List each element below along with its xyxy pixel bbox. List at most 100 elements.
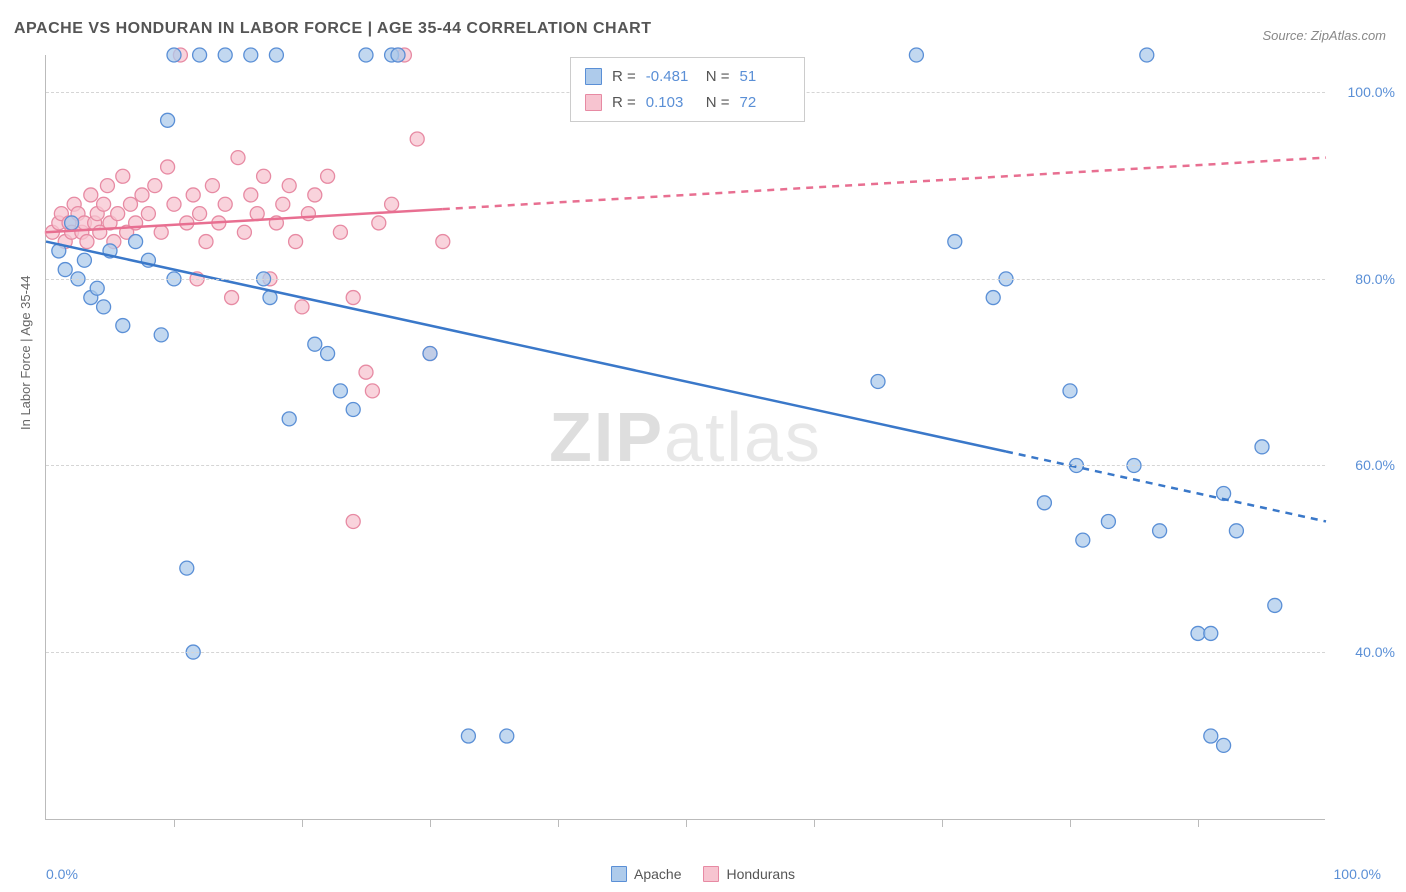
data-point (167, 48, 181, 62)
data-point (111, 207, 125, 221)
x-tick (814, 819, 815, 827)
y-tick-label: 60.0% (1355, 457, 1395, 473)
stats-n-label: N = (706, 90, 730, 116)
gridline-h (46, 652, 1325, 653)
data-point (100, 179, 114, 193)
data-point (199, 235, 213, 249)
data-point (161, 160, 175, 174)
data-point (141, 207, 155, 221)
data-point (1101, 514, 1115, 528)
stats-n-label: N = (706, 64, 730, 90)
x-axis-min-label: 0.0% (46, 866, 78, 882)
data-point (65, 216, 79, 230)
data-point (1037, 496, 1051, 510)
data-point (116, 169, 130, 183)
data-point (1229, 524, 1243, 538)
x-tick (686, 819, 687, 827)
scatter-svg (46, 55, 1325, 819)
data-point (333, 225, 347, 239)
data-point (461, 729, 475, 743)
data-point (154, 328, 168, 342)
x-tick (942, 819, 943, 827)
data-point (391, 48, 405, 62)
data-point (282, 412, 296, 426)
stats-n-value: 72 (740, 90, 790, 116)
data-point (154, 225, 168, 239)
stats-swatch (585, 68, 602, 85)
data-point (193, 48, 207, 62)
data-point (346, 514, 360, 528)
data-point (289, 235, 303, 249)
stats-r-value: 0.103 (646, 90, 696, 116)
data-point (1191, 626, 1205, 640)
data-point (282, 179, 296, 193)
data-point (436, 235, 450, 249)
correlation-stats-box: R =-0.481N =51R =0.103N =72 (570, 57, 805, 122)
data-point (129, 235, 143, 249)
data-point (1268, 598, 1282, 612)
data-point (321, 169, 335, 183)
data-point (90, 281, 104, 295)
data-point (167, 197, 181, 211)
y-axis-label: In Labor Force | Age 35-44 (18, 276, 33, 430)
data-point (909, 48, 923, 62)
data-point (359, 365, 373, 379)
x-tick (174, 819, 175, 827)
x-tick (1198, 819, 1199, 827)
stats-swatch (585, 94, 602, 111)
data-point (423, 347, 437, 361)
y-tick-label: 100.0% (1348, 84, 1395, 100)
data-point (1140, 48, 1154, 62)
data-point (269, 48, 283, 62)
data-point (161, 113, 175, 127)
x-axis-max-label: 100.0% (1334, 866, 1381, 882)
data-point (276, 197, 290, 211)
data-point (225, 291, 239, 305)
legend-label: Apache (634, 866, 681, 882)
data-point (1255, 440, 1269, 454)
source-attribution: Source: ZipAtlas.com (1262, 28, 1386, 43)
data-point (135, 188, 149, 202)
data-point (244, 48, 258, 62)
data-point (257, 169, 271, 183)
data-point (372, 216, 386, 230)
legend-swatch (611, 866, 627, 882)
stats-row: R =-0.481N =51 (585, 64, 790, 90)
x-tick (302, 819, 303, 827)
data-point (186, 188, 200, 202)
data-point (986, 291, 1000, 305)
data-point (218, 48, 232, 62)
x-tick (430, 819, 431, 827)
data-point (84, 188, 98, 202)
data-point (346, 291, 360, 305)
data-point (295, 300, 309, 314)
chart-title: APACHE VS HONDURAN IN LABOR FORCE | AGE … (14, 20, 652, 38)
data-point (301, 207, 315, 221)
data-point (205, 179, 219, 193)
data-point (244, 188, 258, 202)
data-point (193, 207, 207, 221)
legend-item: Hondurans (703, 866, 795, 882)
stats-row: R =0.103N =72 (585, 90, 790, 116)
data-point (77, 253, 91, 267)
data-point (1076, 533, 1090, 547)
data-point (231, 151, 245, 165)
data-point (218, 197, 232, 211)
data-point (871, 375, 885, 389)
data-point (80, 235, 94, 249)
legend-swatch (703, 866, 719, 882)
legend-label: Hondurans (726, 866, 795, 882)
data-point (180, 561, 194, 575)
data-point (365, 384, 379, 398)
x-tick (1070, 819, 1071, 827)
data-point (237, 225, 251, 239)
gridline-h (46, 279, 1325, 280)
y-tick-label: 80.0% (1355, 271, 1395, 287)
stats-n-value: 51 (740, 64, 790, 90)
y-tick-label: 40.0% (1355, 644, 1395, 660)
data-point (1204, 729, 1218, 743)
data-point (308, 337, 322, 351)
data-point (308, 188, 322, 202)
legend-bottom: Apache Hondurans (611, 866, 795, 882)
data-point (359, 48, 373, 62)
